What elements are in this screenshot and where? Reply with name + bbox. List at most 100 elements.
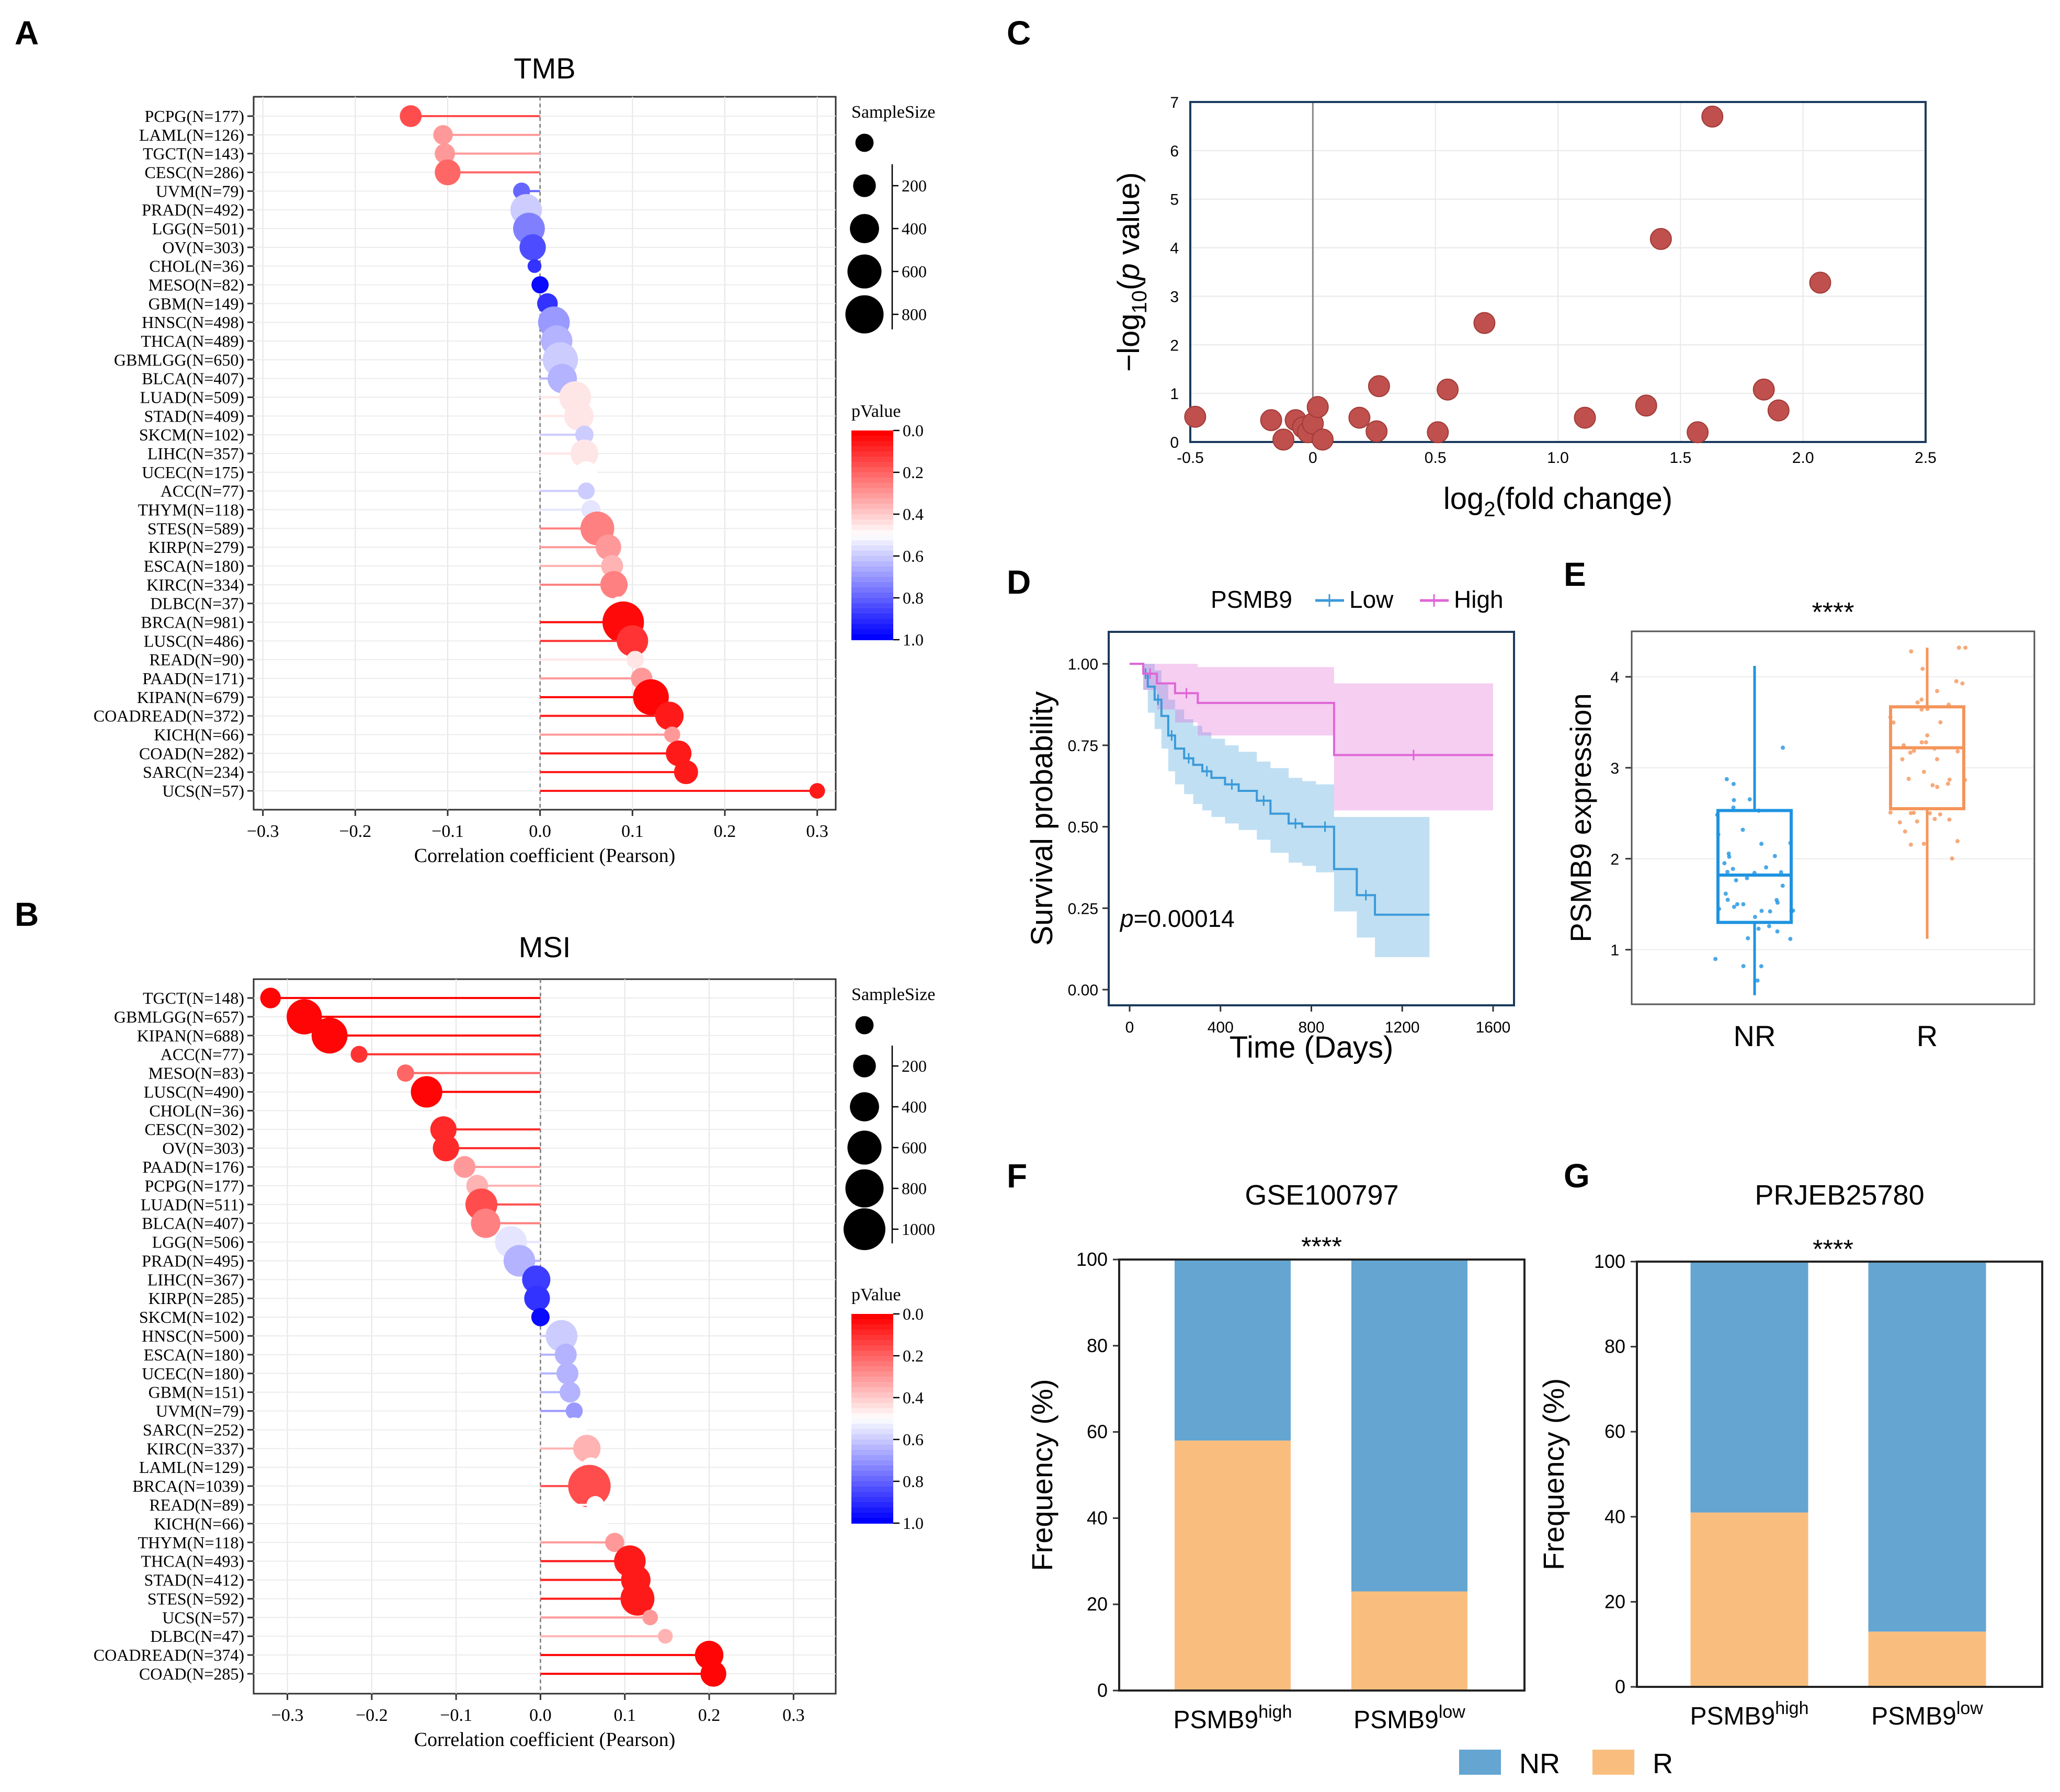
pvalue-legend-label: 0.0 [903,421,924,440]
jitter-point [1920,666,1925,671]
pvalue-legend-label: 0.6 [903,1430,924,1449]
row-label: LAML(N=126) [139,126,244,144]
pvalue-colorbar-segment [851,1387,893,1393]
pvalue-colorbar-segment [851,430,893,436]
x-tick-label: −0.3 [271,1706,304,1725]
pvalue-colorbar-segment [851,483,893,489]
legend-label-nr: NR [1519,1748,1560,1779]
pvalue-colorbar-segment [851,1413,893,1419]
jitter-point [1963,778,1967,782]
size-legend-title: SampleSize [851,103,936,122]
pvalue-colorbar-segment [851,614,893,619]
jitter-point [1924,740,1928,745]
pvalue-legend-label: 0.2 [903,463,924,482]
y-tick-label: 100 [1594,1251,1625,1272]
row-label: THCA(N=489) [141,332,244,350]
pvalue-colorbar-segment [851,488,893,494]
row-label: STAD(N=409) [144,406,244,425]
row-label: BRCA(N=981) [141,613,244,632]
pvalue-colorbar-segment [851,1460,893,1466]
x-tick-label: 0 [1125,1019,1134,1036]
x-axis-label: log2(fold change) [1443,482,1672,521]
y-tick-label: 0 [1615,1676,1625,1697]
km-ci-band [1130,664,1430,957]
row-label: BRCA(N=1039) [132,1477,244,1495]
pvalue-colorbar-segment [851,1361,893,1367]
x-tick-label: 1600 [1476,1019,1511,1036]
lollipop-dot [575,461,597,483]
x-tick-label: 0 [1308,449,1317,467]
row-label: PAAD(N=171) [142,669,244,688]
row-label: LUSC(N=486) [144,631,244,650]
row-label: THCA(N=493) [141,1552,244,1571]
lollipop-dot [674,760,698,785]
row-label: LAML(N=129) [139,1458,244,1477]
jitter-point [1935,785,1940,789]
row-label: UVM(N=79) [156,1402,244,1421]
size-legend-label: 600 [902,262,927,281]
jitter-point [1915,700,1920,705]
pvalue-colorbar-segment [851,624,893,630]
jitter-point [1947,777,1952,782]
km-legend-label: High [1454,586,1504,613]
y-tick-label: 1.00 [1068,656,1098,673]
volcano-point [1368,375,1390,398]
volcano-point [1809,271,1831,294]
p-value-annotation: p=0.00014 [1119,905,1235,932]
jitter-point [1727,854,1732,859]
bar-segment-nr [1690,1262,1808,1513]
pvalue-colorbar-segment [851,1445,893,1450]
chart-title: PRJEB25780 [1755,1179,1924,1211]
row-label: UCS(N=57) [162,781,244,800]
jitter-point [1724,777,1729,781]
km-ci-band [1130,664,1493,811]
jitter-point [1732,904,1736,909]
lollipop-dot [595,534,621,560]
jitter-point [1915,819,1919,824]
row-label: KIPAN(N=679) [137,688,244,707]
jitter-point [1715,812,1720,817]
jitter-point [1935,757,1940,762]
row-label: STES(N=589) [147,519,244,538]
y-tick-label: 80 [1604,1336,1625,1357]
jitter-point [1731,867,1735,871]
pvalue-colorbar-segment [851,1356,893,1362]
jitter-point [1906,776,1911,781]
x-tick-label: −0.2 [339,822,371,841]
x-tick-label: 1.0 [1547,449,1569,467]
size-legend-label: 800 [902,1179,927,1198]
jitter-point [1919,697,1924,702]
pvalue-legend-label: 0.2 [903,1346,924,1365]
jitter-point [1756,926,1761,931]
pvalue-colorbar-segment [851,498,893,504]
pvalue-colorbar-segment [851,1340,893,1346]
pvalue-colorbar-segment [851,1324,893,1330]
significance-stars: **** [1301,1232,1342,1261]
lollipop-dot [570,439,599,468]
row-label: LUAD(N=511) [141,1195,244,1214]
jitter-point [1902,743,1906,747]
pvalue-colorbar-segment [851,436,893,441]
jitter-point [1955,839,1960,844]
y-tick-label: 60 [1087,1421,1108,1443]
jitter-point [1759,909,1764,913]
pvalue-colorbar-segment [851,478,893,483]
x-category-label: PSMB9low [1871,1698,1983,1730]
row-label: LIHC(N=357) [147,444,244,463]
jitter-point [1734,878,1738,882]
pvalue-colorbar-segment [851,587,893,593]
bar-segment-r [1175,1441,1291,1691]
size-legend-label: 1000 [902,1220,935,1239]
x-category-label: NR [1734,1019,1776,1052]
jitter-point [1908,750,1913,755]
x-tick-label: 0.1 [621,822,644,841]
chart-title: GSE100797 [1245,1179,1398,1211]
jitter-point [1731,781,1736,786]
y-tick-label: 80 [1087,1335,1108,1356]
lollipop-dot [350,1046,368,1063]
lollipop-dot [556,1362,579,1385]
pvalue-colorbar-segment [851,509,893,515]
jitter-point [1740,827,1745,832]
pvalue-colorbar-segment [851,441,893,447]
